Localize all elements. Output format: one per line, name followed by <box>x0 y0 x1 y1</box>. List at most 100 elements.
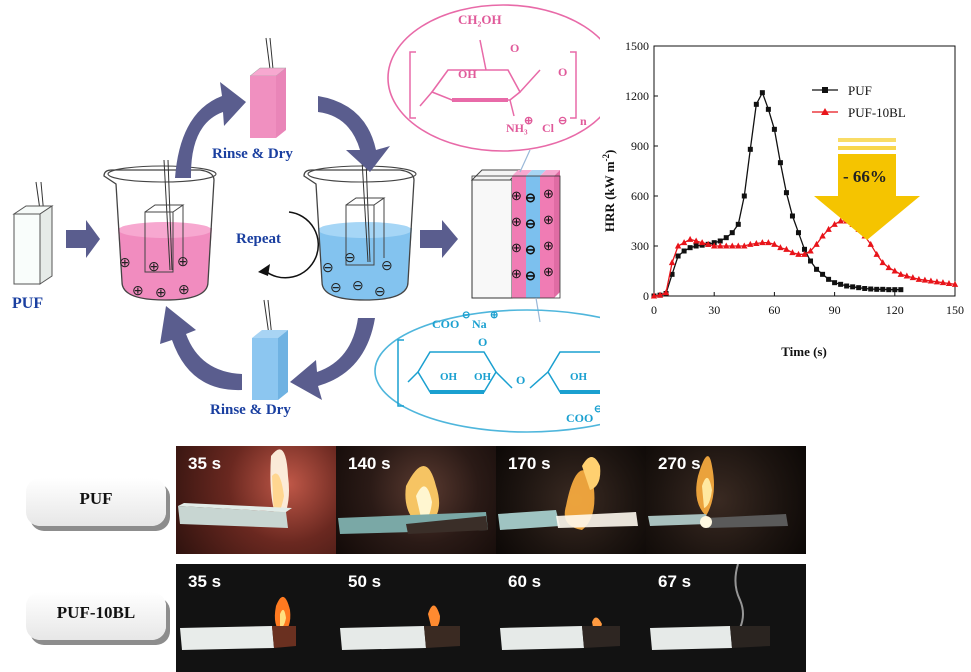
svg-text:⊕: ⊕ <box>177 255 189 270</box>
data-point <box>711 242 718 249</box>
row-label-puf: PUF <box>26 478 166 526</box>
rinse-dry-top: Rinse & Dry <box>212 146 293 162</box>
svg-text:⊖: ⊖ <box>462 310 470 321</box>
data-point <box>838 281 844 287</box>
data-point <box>825 225 832 232</box>
arrow-up-from-bottom <box>160 306 242 391</box>
svg-text:⊕: ⊕ <box>543 212 554 227</box>
photo-puf-3: 170 s <box>496 446 656 554</box>
data-point <box>879 259 886 266</box>
chart-y-ticks: 0 300 600 900 1200 1500 <box>625 39 658 303</box>
svg-text:⊖: ⊖ <box>322 261 334 276</box>
data-point <box>892 287 898 293</box>
svg-text:⊖: ⊖ <box>330 281 342 296</box>
rinse-dry-bottom: Rinse & Dry <box>210 402 291 418</box>
row-label-puf-text: PUF <box>79 489 113 508</box>
data-point <box>939 279 947 286</box>
x-axis-label: Time (s) <box>781 344 827 359</box>
arrow-puf-to-beaker <box>66 220 100 258</box>
y-tick-label: 1200 <box>625 89 649 103</box>
svg-text:⊕: ⊕ <box>511 214 522 229</box>
data-point <box>687 245 693 251</box>
alginate-structure <box>374 309 600 433</box>
data-point <box>783 190 789 196</box>
svg-text:⊖: ⊖ <box>525 216 536 231</box>
photo-time: 67 s <box>658 572 692 591</box>
data-point <box>867 240 874 247</box>
data-point <box>717 242 724 249</box>
x-tick-label: 60 <box>768 303 780 317</box>
data-point <box>915 275 923 282</box>
svg-text:O: O <box>478 335 487 349</box>
data-point <box>927 277 935 284</box>
svg-text:Na: Na <box>472 317 487 331</box>
data-point <box>802 246 807 252</box>
photo-bl-4: 67 s <box>646 564 806 672</box>
data-point <box>807 247 814 254</box>
y-tick-label: 600 <box>631 189 649 203</box>
x-tick-label: 120 <box>886 303 904 317</box>
svg-text:OH: OH <box>458 67 477 81</box>
svg-text:⊕: ⊕ <box>119 256 131 271</box>
svg-text:OH: OH <box>440 371 458 383</box>
data-point <box>735 242 742 249</box>
lbl-charges: ⊕ ⊕⊖ ⊕ ⊕⊖ ⊕ ⊕⊖ ⊕ ⊕⊖ <box>511 186 554 283</box>
photo-time: 35 s <box>188 572 222 591</box>
data-point <box>891 267 898 274</box>
reduction-arrow <box>814 138 920 240</box>
svg-text:Cl: Cl <box>542 121 555 135</box>
data-point <box>735 221 741 227</box>
data-point <box>765 106 771 112</box>
data-point <box>680 239 688 246</box>
photo-time: 270 s <box>658 454 701 473</box>
negative-charges: ⊖⊖⊖ ⊖ ⊖ ⊖ <box>322 251 393 300</box>
data-point <box>837 217 844 224</box>
data-point <box>795 250 802 257</box>
svg-text:COO: COO <box>432 317 459 331</box>
data-point <box>650 292 658 299</box>
data-point <box>813 240 820 247</box>
svg-text:⊕: ⊕ <box>524 115 533 127</box>
data-point <box>826 276 832 282</box>
data-point <box>771 126 777 132</box>
photo-time: 140 s <box>348 454 391 473</box>
svg-text:⊖: ⊖ <box>525 242 536 257</box>
data-point <box>723 242 730 249</box>
data-point <box>704 240 712 247</box>
svg-text:⊕: ⊕ <box>132 284 144 299</box>
y-tick-label: 0 <box>643 289 649 303</box>
svg-text:CH₂OH: CH₂OH <box>458 12 502 27</box>
data-point <box>681 248 687 254</box>
svg-text:O: O <box>558 65 567 79</box>
data-point <box>759 239 766 246</box>
photo-time: 50 s <box>348 572 382 591</box>
y-axis-label: HRR (kW m-2) <box>601 150 617 232</box>
data-point <box>898 287 904 293</box>
data-point <box>897 270 905 277</box>
svg-text:O: O <box>516 373 525 387</box>
data-point <box>801 250 808 257</box>
photo-bl-3: 60 s <box>496 564 656 672</box>
svg-text:⊖: ⊖ <box>344 251 356 266</box>
arrow-up-left <box>175 82 246 178</box>
positive-beaker <box>103 159 217 301</box>
data-point <box>795 230 801 236</box>
data-point <box>789 213 795 219</box>
row-label-puf-10bl: PUF-10BL <box>26 592 166 640</box>
data-point <box>945 280 953 286</box>
data-point <box>729 230 735 236</box>
data-point <box>921 276 929 283</box>
data-point <box>814 266 820 272</box>
alginate-labels: COO ⊖ Na ⊕ O OH OH O OH OH O O COO ⊖ Na … <box>432 310 600 425</box>
data-point <box>747 240 754 247</box>
data-point <box>850 284 856 290</box>
data-point <box>831 220 838 227</box>
svg-text:⊖: ⊖ <box>558 115 567 127</box>
data-point <box>753 101 759 107</box>
data-point <box>747 146 753 152</box>
data-point <box>820 271 826 277</box>
legend-puf-10bl: PUF-10BL <box>848 105 906 120</box>
chart-legend: PUF PUF-10BL <box>812 83 906 120</box>
svg-text:⊕: ⊕ <box>155 286 167 301</box>
data-point <box>880 286 886 292</box>
